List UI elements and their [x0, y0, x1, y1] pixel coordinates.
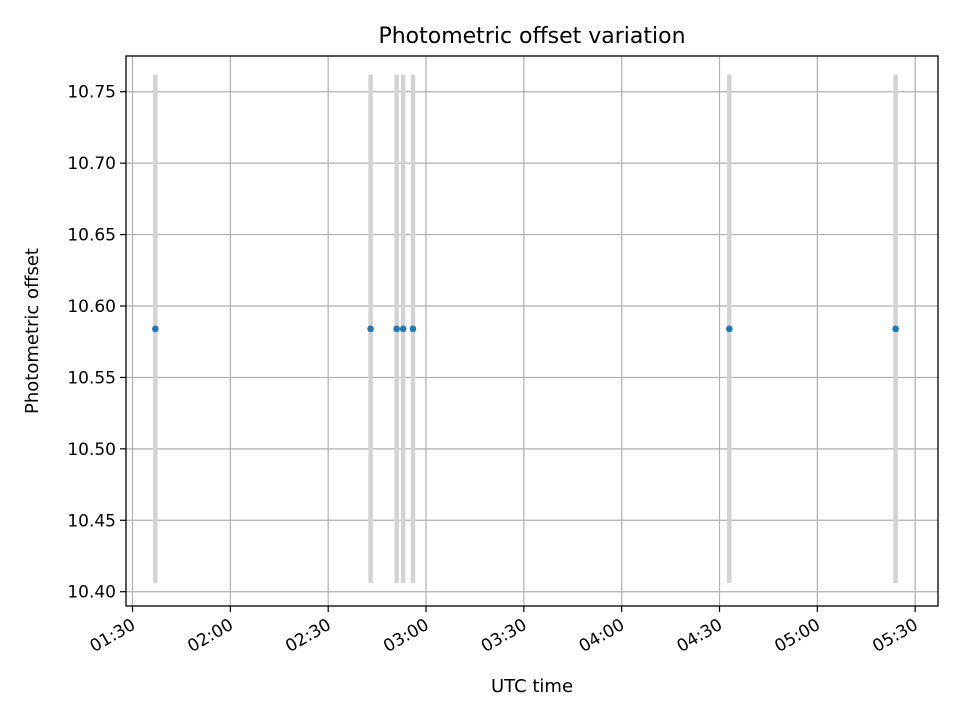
x-tick-label: 03:30 [478, 615, 530, 657]
point-layer [152, 325, 899, 333]
data-point [367, 325, 374, 333]
grid-layer [126, 56, 938, 606]
x-axis-label: UTC time [491, 676, 573, 697]
y-tick-layer: 10.40 10.45 10.50 10.55 10.60 10.65 10.70 10.75 [67, 83, 126, 603]
y-tick-label: 10.60 [67, 297, 116, 317]
data-point [725, 325, 733, 333]
y-tick-label: 10.55 [67, 368, 116, 388]
y-tick-label: 10.65 [67, 226, 116, 246]
chart-title: Photometric offset variation [378, 24, 685, 49]
y-tick-label: 10.45 [67, 511, 116, 531]
data-point [892, 325, 899, 333]
x-tick-label: 04:00 [576, 615, 628, 657]
x-tick-label: 01:30 [87, 615, 139, 657]
x-tick-label: 03:00 [380, 615, 432, 657]
error-bar-layer [153, 74, 898, 584]
y-axis-label: Photometric offset [22, 248, 43, 414]
y-tick-label: 10.70 [67, 154, 116, 174]
x-tick-label: 02:00 [184, 615, 236, 657]
x-tick-label: 04:30 [674, 615, 726, 657]
data-point [152, 325, 159, 333]
data-point [393, 325, 400, 333]
y-tick-label: 10.40 [67, 583, 116, 603]
data-point [409, 325, 417, 333]
y-tick-label: 10.50 [67, 440, 116, 460]
plot-frame [125, 55, 939, 607]
x-tick-label: 05:00 [771, 615, 823, 657]
x-tick-layer: 01:30 02:00 02:30 03:00 03:30 04:00 04:30 05:00… [87, 606, 922, 657]
x-tick-label: 05:30 [869, 615, 921, 657]
data-point [399, 325, 407, 333]
y-tick-label: 10.75 [67, 83, 116, 103]
x-tick-label: 02:30 [282, 615, 334, 657]
